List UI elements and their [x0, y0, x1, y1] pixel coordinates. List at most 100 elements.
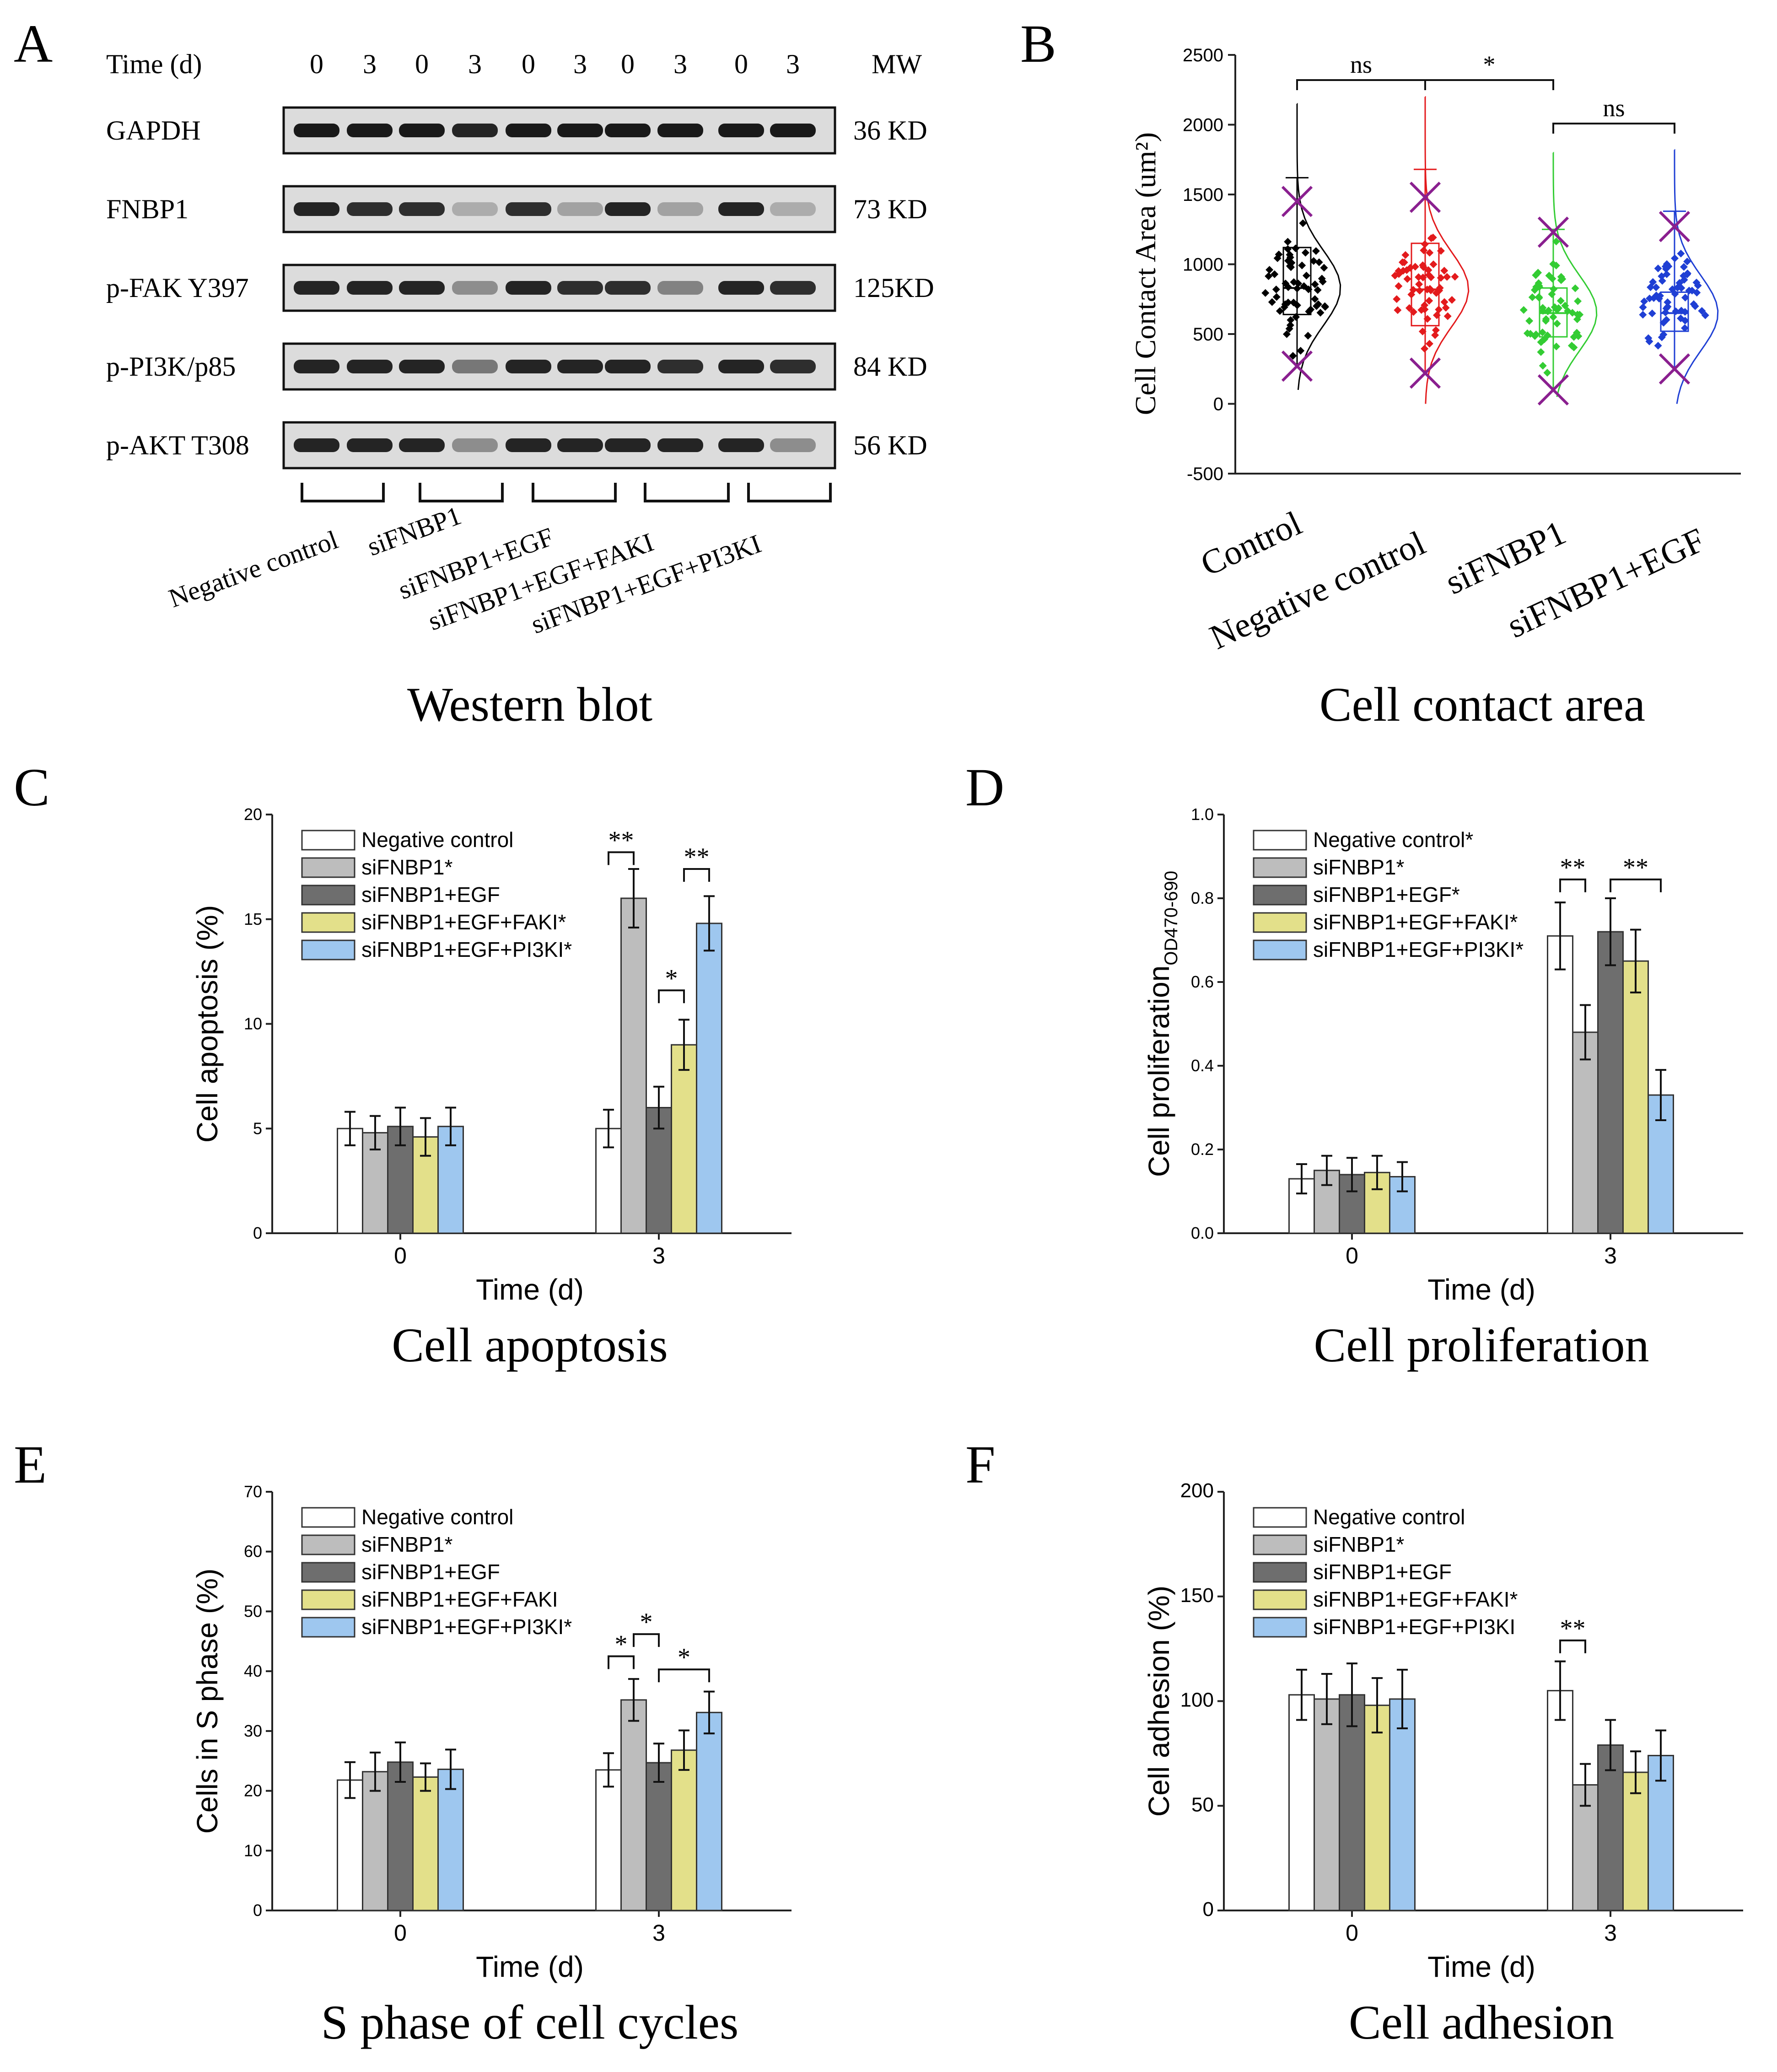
- blot-band: [347, 124, 393, 137]
- group-brackets: Negative control siFNBP1siFNBP1+EGFsiFNBP…: [165, 483, 832, 639]
- y-tick-label: 60: [244, 1542, 262, 1561]
- blot-band: [452, 281, 498, 295]
- blot-band: [657, 438, 703, 452]
- significance-label: **: [1623, 853, 1648, 882]
- x-tick-label: 0: [394, 1920, 407, 1946]
- data-point: [1574, 297, 1582, 305]
- panel-letter-b: B: [1020, 14, 1056, 74]
- panel-a-western-blot: A Time (d) 0 3 0 3 0 3 0 3 0 3 MW GAPDH 36 KD FNBP1…: [14, 14, 934, 731]
- y-tick-label: 150: [1180, 1584, 1214, 1607]
- bar: [1622, 1771, 1649, 1911]
- bar: [671, 1749, 697, 1911]
- data-point: [1681, 293, 1689, 302]
- legend-swatch: [301, 1589, 355, 1610]
- data-point: [1298, 261, 1306, 270]
- data-point: [1292, 244, 1300, 253]
- legend-swatch: [1253, 1617, 1307, 1638]
- data-point: [1312, 247, 1320, 255]
- blot-band: [399, 202, 445, 216]
- blot-band: [605, 202, 651, 216]
- data-point: [1287, 259, 1296, 267]
- data-point: [1571, 284, 1579, 292]
- significance-bracket: *: [1424, 51, 1554, 90]
- data-point: [1406, 264, 1414, 272]
- data-point: [1400, 258, 1408, 266]
- data-point: [1652, 283, 1660, 291]
- data-point: [1659, 318, 1668, 327]
- time-values: 0 3 0 3 0 3 0 3 0 3: [310, 49, 800, 79]
- legend-label: siFNBP1+EGF+FAKI: [361, 1587, 558, 1611]
- data-point: [1519, 306, 1528, 314]
- significance-label: ns: [1350, 51, 1372, 78]
- panel-b-plot: ns * ns: [1261, 51, 1719, 406]
- significance-bracket: [633, 1633, 660, 1647]
- y-tick-label: 70: [244, 1482, 262, 1501]
- y-tick-label: 1500: [1183, 185, 1223, 205]
- violin-outline: [1296, 103, 1341, 390]
- blot-band: [770, 438, 816, 452]
- blot-row: GAPDH 36 KD: [106, 106, 927, 155]
- data-point: [1304, 332, 1312, 340]
- blot-band: [452, 202, 498, 216]
- blot-band: [399, 281, 445, 295]
- blot-band: [657, 281, 703, 295]
- time-value: 0: [522, 49, 535, 79]
- data-point: [1553, 319, 1561, 328]
- blot-band: [557, 124, 603, 137]
- data-point: [1555, 304, 1563, 312]
- y-tick-label: 0.8: [1191, 889, 1214, 907]
- mw-value: 36 KD: [853, 115, 927, 146]
- blot-band: [605, 360, 651, 373]
- blot-band: [294, 360, 339, 373]
- protein-label: GAPDH: [106, 115, 201, 146]
- violin-group: [1639, 149, 1719, 404]
- data-point: [1647, 283, 1655, 291]
- data-point: [1693, 289, 1701, 297]
- data-point: [1393, 295, 1401, 303]
- mw-value: 84 KD: [853, 351, 927, 382]
- blot-band: [506, 438, 551, 452]
- time-value: 0: [734, 49, 748, 79]
- y-axis-label: Cell adhesion (%): [1142, 1586, 1175, 1817]
- data-point: [1316, 308, 1325, 317]
- time-value: 3: [673, 49, 687, 79]
- percentile-marker: [1409, 357, 1441, 389]
- legend-swatch: [1253, 830, 1307, 851]
- data-point: [1448, 296, 1456, 304]
- data-point: [1321, 302, 1329, 310]
- time-value: 3: [573, 49, 587, 79]
- data-point: [1535, 283, 1543, 291]
- legend-label: siFNBP1+EGF*: [1313, 883, 1460, 906]
- significance-bracket: ns: [1296, 51, 1426, 90]
- data-point: [1311, 295, 1319, 303]
- legend-label: siFNBP1+EGF+FAKI*: [1313, 910, 1518, 934]
- significance-label: **: [684, 843, 710, 871]
- data-point: [1302, 271, 1310, 280]
- mw-value: 73 KD: [853, 194, 927, 224]
- group-bracket: [644, 483, 730, 502]
- panel-f-cell-adhesion: F 0 50 100 150 200 Cell adhesion (%) 0 3 ** Negati…: [965, 1435, 1743, 2049]
- y-tick-label: 100: [1180, 1689, 1214, 1711]
- data-point: [1286, 254, 1294, 261]
- bar: [1622, 960, 1649, 1234]
- x-tick-label: 3: [652, 1243, 665, 1268]
- data-point: [1537, 348, 1545, 356]
- group-label: Negative control: [165, 524, 342, 613]
- bar: [1389, 1698, 1416, 1911]
- blot-band: [452, 124, 498, 137]
- blot-band: [718, 438, 764, 452]
- mw-label: MW: [872, 49, 922, 79]
- mw-value: 56 KD: [853, 430, 927, 460]
- data-point: [1543, 369, 1551, 377]
- significance-label: **: [608, 826, 634, 854]
- y-tick-label: 1000: [1183, 255, 1223, 275]
- percentile-marker: [1659, 353, 1691, 385]
- significance-bracket: [1559, 1639, 1586, 1653]
- bar: [1547, 1690, 1573, 1911]
- data-point: [1401, 251, 1410, 259]
- x-tick-label: 0: [1346, 1920, 1358, 1946]
- legend-label: Negative control: [361, 828, 513, 852]
- y-tick-label: 500: [1193, 324, 1223, 345]
- significance-bracket: [1610, 878, 1662, 892]
- data-point: [1437, 274, 1445, 282]
